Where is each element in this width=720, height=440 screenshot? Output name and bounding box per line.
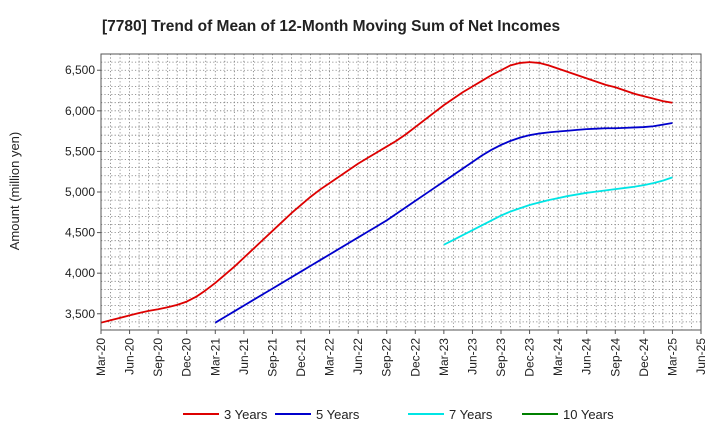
x-tick-label: Mar-25 <box>665 338 679 376</box>
x-tick-label: Mar-20 <box>94 338 108 376</box>
x-tick-label: Dec-21 <box>294 338 308 377</box>
x-tick-label: Sep-22 <box>380 338 394 377</box>
x-tick-label: Jun-21 <box>237 338 251 375</box>
y-tick-label: 5,500 <box>65 144 95 158</box>
y-tick-label: 4,000 <box>65 266 95 280</box>
x-tick-label: Jun-23 <box>465 338 479 375</box>
x-tick-label: Dec-23 <box>523 338 537 377</box>
x-tick-label: Dec-20 <box>180 338 194 377</box>
y-tick-label: 5,000 <box>65 185 95 199</box>
x-tick-label: Sep-21 <box>265 338 279 377</box>
legend-label: 3 Years <box>224 407 268 422</box>
y-tick-label: 3,500 <box>65 307 95 321</box>
series-line-5-years <box>214 122 673 324</box>
x-tick-label: Mar-22 <box>323 338 337 376</box>
legend-label: 10 Years <box>563 407 614 422</box>
y-tick-label: 6,000 <box>65 104 95 118</box>
series-line-3-years <box>100 61 673 324</box>
x-tick-label: Sep-20 <box>151 338 165 377</box>
y-tick-label: 4,500 <box>65 226 95 240</box>
y-tick-label: 6,500 <box>65 63 95 77</box>
legend-label: 7 Years <box>449 407 493 422</box>
plot-frame <box>100 53 702 331</box>
x-tick-label: Dec-24 <box>637 338 651 377</box>
chart-title: [7780] Trend of Mean of 12-Month Moving … <box>102 18 560 35</box>
x-axis-ticks: Mar-20 Jun-20 Sep-20 Dec-20 Mar-21 Jun-21 Sep-… <box>94 330 708 377</box>
x-tick-label: Sep-23 <box>494 338 508 377</box>
legend-label: 5 Years <box>316 407 360 422</box>
x-tick-label: Sep-24 <box>608 338 622 377</box>
series-lines <box>100 61 673 324</box>
x-tick-label: Jun-25 <box>694 338 708 375</box>
grid <box>100 53 702 331</box>
series-line-7-years <box>443 176 673 246</box>
y-axis-ticks: 3,500 4,000 4,500 5,000 5,500 6,000 6,500 <box>65 63 101 321</box>
x-tick-label: Mar-24 <box>551 338 565 376</box>
x-tick-label: Mar-21 <box>208 338 222 376</box>
x-tick-label: Mar-23 <box>437 338 451 376</box>
y-axis-label: Amount (million yen) <box>7 132 22 251</box>
x-tick-label: Jun-22 <box>351 338 365 375</box>
legend: 3 Years 5 Years 7 Years 10 Years <box>183 407 614 422</box>
x-tick-label: Jun-20 <box>123 338 137 375</box>
x-tick-label: Dec-22 <box>408 338 422 377</box>
x-tick-label: Jun-24 <box>580 338 594 375</box>
